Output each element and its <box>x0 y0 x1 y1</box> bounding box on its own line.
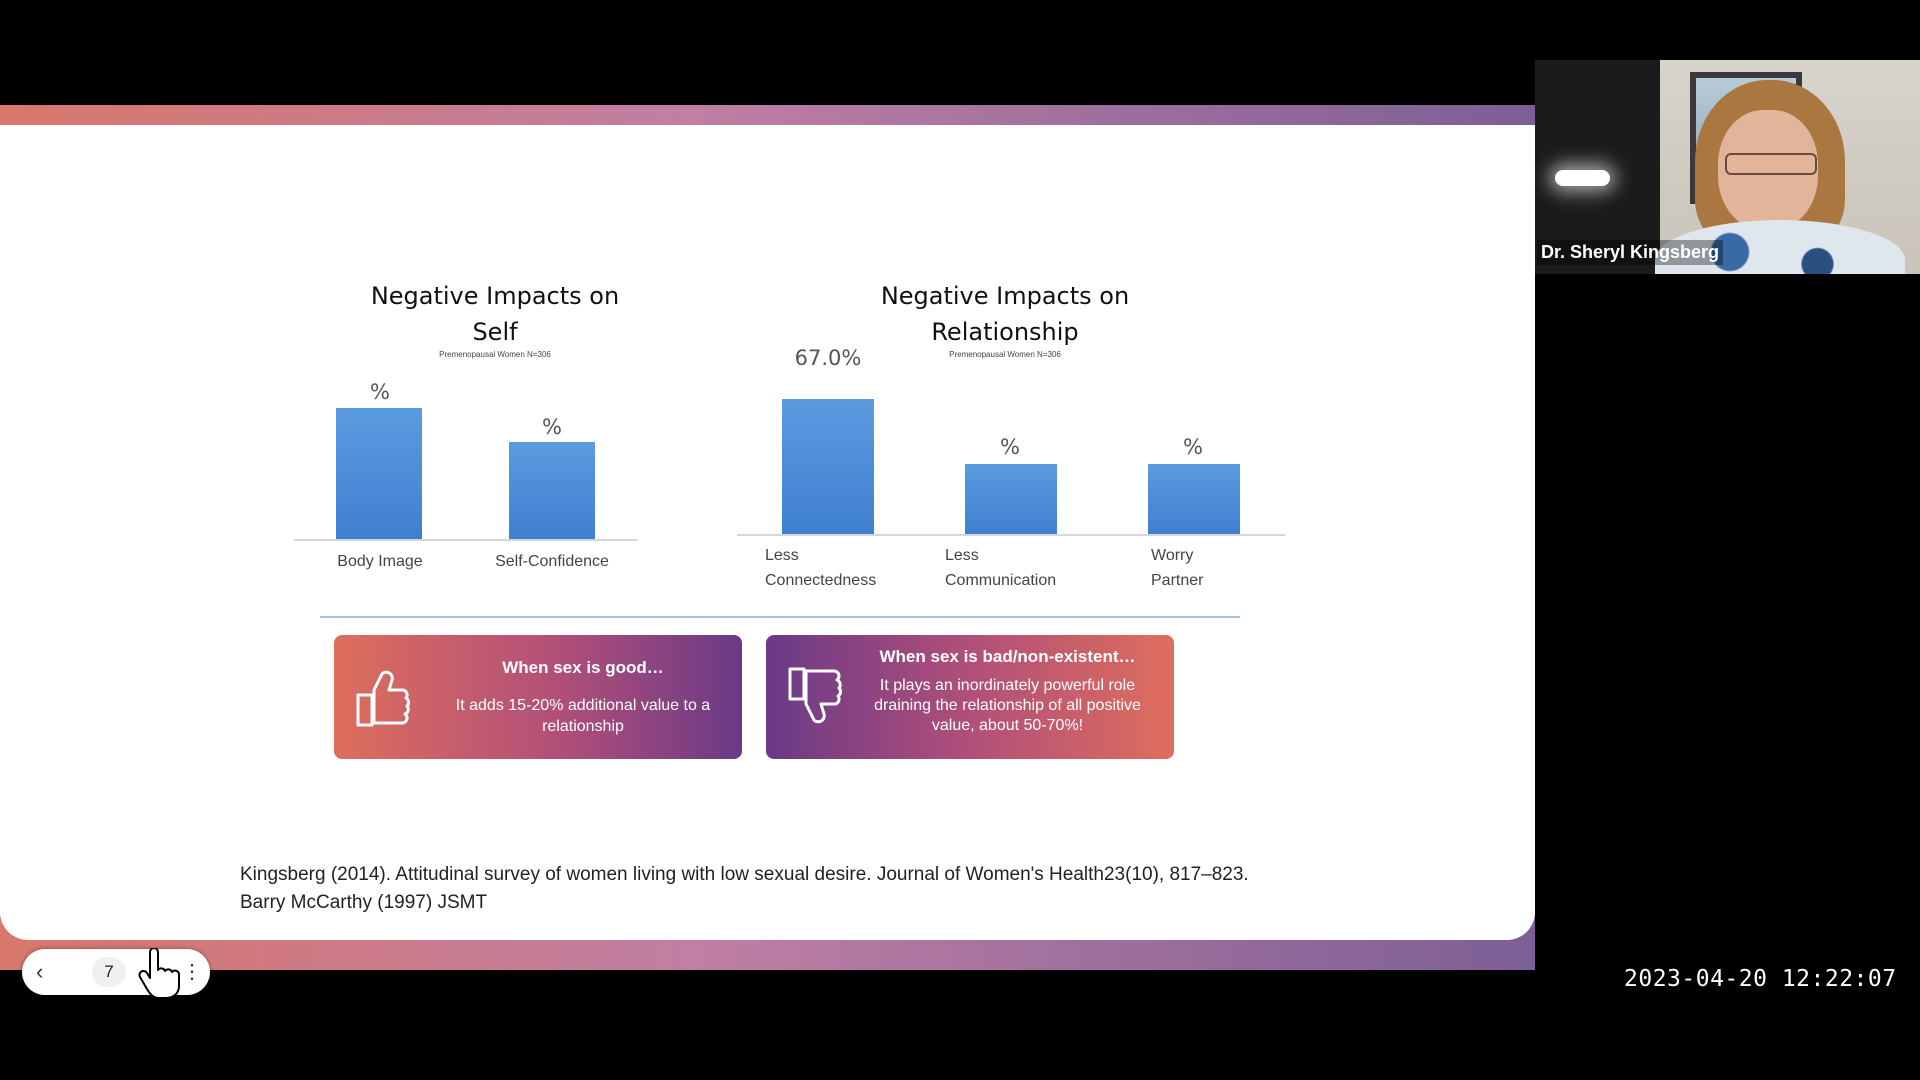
chart2-category-worry-partner: Worry Partner <box>1151 543 1203 593</box>
chart2-bar-worry-partner <box>1148 464 1240 534</box>
chart1-value-body-image: % <box>370 380 390 404</box>
page-number[interactable]: 7 <box>92 957 126 987</box>
citation-line-2: Barry McCarthy (1997) JSMT <box>240 892 488 913</box>
slide-title: Low sexual desire affects self-image and… <box>50 148 1398 198</box>
chart2-category-less-communication: Less Communication <box>945 543 1056 593</box>
webcam-video[interactable]: Dr. Sheryl Kingsberg <box>1535 60 1920 274</box>
card-bad-text: It plays an inordinately powerful role d… <box>874 677 1141 734</box>
chart2-subtitle: Premenopausal Women N=306 <box>949 350 1061 359</box>
chart1-baseline <box>294 539 638 541</box>
citation: Kingsberg (2014). Attitudinal survey of … <box>240 861 1249 917</box>
chart2-category-line: Communication <box>945 572 1057 589</box>
thumbs-down-icon <box>788 667 843 724</box>
slide-body <box>0 125 1535 940</box>
chart1-bar-body-image <box>336 408 422 539</box>
thumbs-up-icon <box>356 670 411 727</box>
chart2-category-line: Less <box>945 547 979 564</box>
chart2-value-less-communication: % <box>1000 435 1020 459</box>
hand-cursor-icon <box>138 948 180 999</box>
chart1-title-line1: Negative Impacts on <box>370 282 620 310</box>
chart2-bar-less-connectedness <box>782 399 874 534</box>
card-good-heading: When sex is good… <box>502 658 664 677</box>
webcam-lamp <box>1555 170 1610 186</box>
chart1-category-body-image: Body Image <box>337 553 423 570</box>
card-sex-bad: When sex is bad/non-existent… It plays a… <box>766 635 1174 759</box>
card-bad-heading: When sex is bad/non-existent… <box>879 647 1136 666</box>
previous-slide-button[interactable]: ‹ <box>36 959 44 984</box>
recording-timestamp: 2023-04-20 12:22:07 <box>1624 966 1897 992</box>
chart2-value-worry-partner: % <box>1183 435 1203 459</box>
webcam-person-face <box>1718 110 1818 230</box>
chart1-bar-self-confidence <box>509 442 595 539</box>
chart2-category-less-connectedness: Less Connectedness <box>765 543 876 593</box>
chart1-value-self-confidence: % <box>542 415 562 439</box>
chart2-category-line: Partner <box>1151 572 1204 589</box>
chart2-value-less-connectedness: 67.0% <box>794 346 862 370</box>
chart2-category-line: Worry <box>1151 547 1194 564</box>
webcam-speaker-name: Dr. Sheryl Kingsberg <box>1537 240 1724 265</box>
webcam-person-glasses <box>1725 153 1817 175</box>
chart2-category-line: Connectedness <box>765 572 877 589</box>
chart2-bar-less-communication <box>965 464 1057 534</box>
chart1-title-line2: Self <box>472 318 518 346</box>
card-good-text: It adds 15-20% additional value to a rel… <box>455 697 711 735</box>
slide-menu-button[interactable]: ⋮ <box>182 961 202 983</box>
chart2-baseline <box>737 534 1285 536</box>
chart2-title-line1: Negative Impacts on <box>880 282 1130 310</box>
chart1-subtitle: Premenopausal Women N=306 <box>439 350 551 359</box>
chart2-title-line2: Relationship <box>931 318 1079 346</box>
citation-line-1: Kingsberg (2014). Attitudinal survey of … <box>240 864 1249 885</box>
chart2-category-line: Less <box>765 547 799 564</box>
chart1-title: Negative Impacts on Self <box>330 278 660 350</box>
card-sex-good: When sex is good… It adds 15-20% additio… <box>334 635 742 759</box>
chart1-category-self-confidence: Self-Confidence <box>495 553 609 570</box>
divider-line <box>320 616 1240 618</box>
chart2-title: Negative Impacts on Relationship <box>840 278 1170 350</box>
webcam-background-dark <box>1535 60 1660 274</box>
